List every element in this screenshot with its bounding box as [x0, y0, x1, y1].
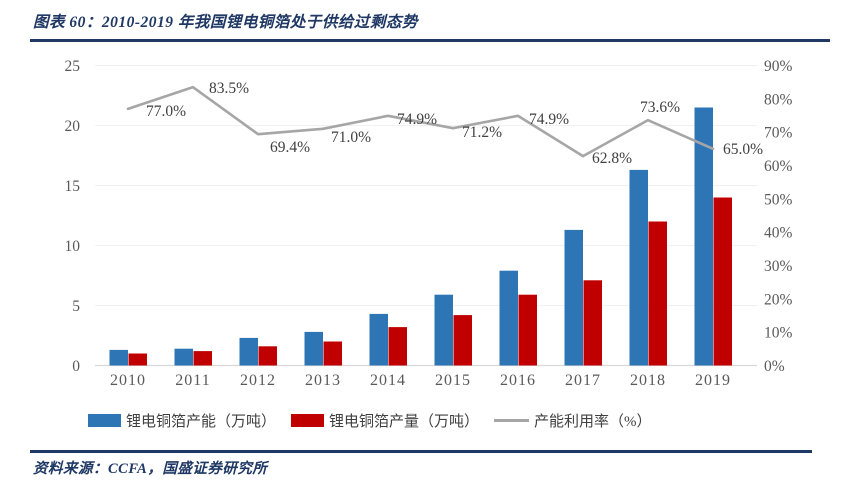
utilization-point-label: 83.5%: [209, 80, 249, 97]
legend-item-production: 锂电铜箔产量（万吨）: [291, 410, 479, 431]
left-axis-tick: 5: [72, 298, 80, 315]
utilization-point-label: 71.2%: [462, 124, 502, 141]
right-axis-tick: 40%: [764, 225, 793, 242]
x-axis-label: 2013: [305, 372, 341, 389]
right-axis-tick: 70%: [764, 125, 793, 142]
utilization-point-label: 65.0%: [723, 141, 763, 158]
production-bar: [193, 351, 212, 366]
right-axis-tick: 60%: [764, 158, 793, 175]
capacity-bar: [499, 270, 518, 366]
utilization-point-label: 69.4%: [270, 139, 310, 156]
production-bar: [258, 346, 277, 366]
production-bars: [128, 197, 732, 366]
utilization-point-label: 74.9%: [397, 111, 437, 128]
capacity-bar: [369, 313, 388, 366]
x-axis-label: 2017: [565, 372, 601, 389]
footer-divider: [30, 450, 812, 453]
gridlines: [95, 65, 757, 367]
utilization-line-swatch-icon: [494, 419, 530, 422]
capacity-bar: [174, 348, 193, 366]
production-bar: [648, 221, 667, 366]
capacity-bar: [694, 107, 713, 366]
production-bar: [128, 353, 147, 366]
title-divider: [30, 39, 830, 42]
utilization-point-label: 71.0%: [331, 129, 371, 146]
capacity-bars: [109, 107, 713, 366]
right-axis-tick: 50%: [764, 191, 793, 208]
utilization-point-label: 62.8%: [592, 150, 632, 167]
chart-legend: 锂电铜箔产能（万吨） 锂电铜箔产量（万吨） 产能利用率（%）: [88, 410, 652, 431]
capacity-bar: [434, 294, 453, 366]
production-swatch-icon: [291, 414, 325, 427]
axis-labels: 0 5 10 15 20 25 0% 10% 20% 30% 40% 50% 60% 70% 80% 90% 2…: [65, 58, 793, 389]
x-axis-label: 2015: [435, 372, 471, 389]
utilization-point-label: 77.0%: [146, 103, 186, 120]
capacity-bar: [629, 169, 648, 366]
production-bar: [713, 197, 732, 366]
x-axis-label: 2014: [370, 372, 406, 389]
left-axis-tick: 15: [65, 178, 81, 195]
capacity-bar: [304, 331, 323, 366]
capacity-bar: [564, 229, 583, 366]
right-axis-tick: 10%: [764, 325, 793, 342]
x-axis-label: 2016: [500, 372, 536, 389]
production-bar: [518, 294, 537, 366]
capacity-swatch-icon: [88, 414, 121, 427]
left-axis-tick: 10: [65, 238, 81, 255]
x-axis-label: 2018: [630, 372, 666, 389]
production-bar: [583, 280, 602, 366]
left-axis-tick: 20: [65, 118, 81, 135]
legend-label-capacity: 锂电铜箔产能（万吨）: [126, 414, 277, 430]
right-axis-tick: 30%: [764, 258, 793, 275]
right-axis-tick: 80%: [764, 91, 793, 108]
x-axis-label: 2010: [110, 372, 146, 389]
x-axis-label: 2011: [175, 372, 210, 389]
right-axis-tick: 0%: [764, 358, 785, 375]
capacity-bar: [239, 337, 258, 366]
figure-title: 图表 60：2010-2019 年我国锂电铜箔处于供给过剩态势: [33, 14, 418, 31]
source-note: 资料来源：CCFA，国盛证券研究所: [33, 461, 268, 477]
production-bar: [323, 341, 342, 366]
utilization-point-labels: 77.0% 83.5% 69.4% 71.0% 74.9% 71.2% 74.9% 62.8%…: [146, 80, 763, 167]
legend-item-capacity: 锂电铜箔产能（万吨）: [88, 410, 276, 431]
left-axis-tick: 25: [65, 58, 81, 75]
production-bar: [388, 327, 407, 366]
left-axis-tick: 0: [72, 358, 80, 375]
legend-label-utilization: 产能利用率（%）: [534, 414, 652, 430]
x-axis-label: 2019: [695, 372, 731, 389]
utilization-line: [126, 85, 715, 158]
x-axis-label: 2012: [240, 372, 276, 389]
right-axis-tick: 20%: [764, 291, 793, 308]
right-axis-tick: 90%: [764, 58, 793, 75]
legend-item-utilization: 产能利用率（%）: [494, 410, 652, 431]
capacity-bar: [109, 349, 128, 366]
utilization-point-label: 73.6%: [640, 99, 680, 116]
utilization-point-label: 74.9%: [529, 111, 569, 128]
legend-label-production: 锂电铜箔产量（万吨）: [329, 414, 480, 430]
production-bar: [453, 315, 472, 366]
